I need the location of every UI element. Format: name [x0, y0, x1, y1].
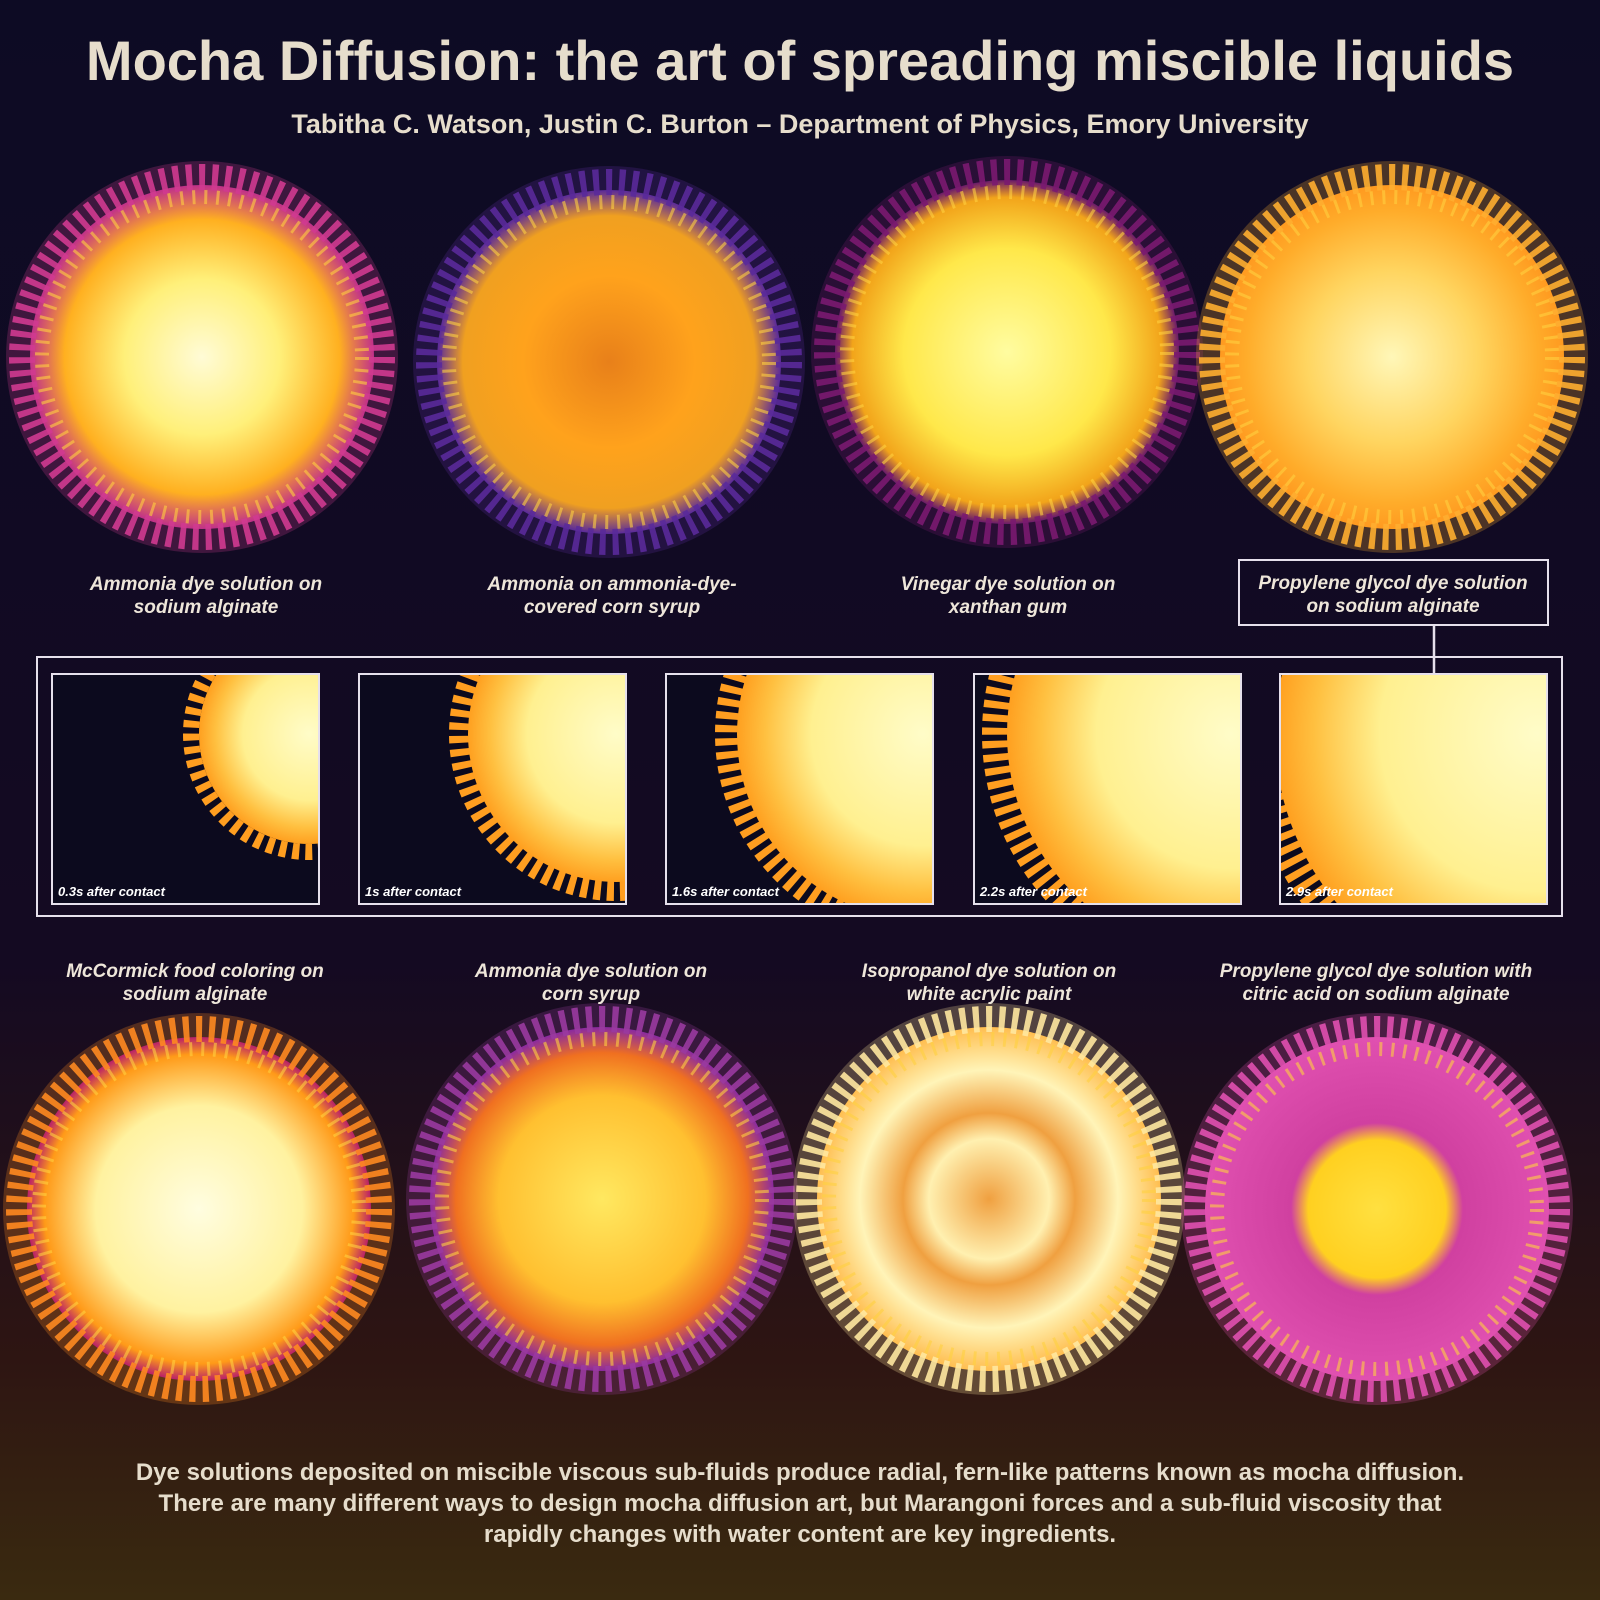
caption: on sodium alginate [1306, 596, 1480, 617]
drop-fringe [982, 674, 1100, 904]
caption: Propylene glycol dye solution [1258, 573, 1527, 594]
artwork [3, 156, 1588, 1405]
caption: corn syrup [542, 984, 640, 1005]
frame-label: 1.6s after contact [672, 884, 780, 899]
frame-label: 2.2s after contact [979, 884, 1088, 899]
dye-fringe [435, 1032, 769, 1366]
caption: white acrylic paint [907, 984, 1072, 1005]
drop-fringe [183, 674, 319, 860]
dye-disc [1220, 185, 1564, 529]
frame-border [1279, 673, 1548, 905]
frame [1280, 674, 1547, 904]
dye-fringe [814, 159, 1200, 545]
authors: Tabitha C. Watson, Justin C. Burton – De… [291, 109, 1308, 139]
dye-disc [430, 1027, 774, 1371]
callout-box [1238, 559, 1549, 626]
caption: Ammonia dye solution on [89, 574, 322, 595]
frame-border [973, 673, 1242, 905]
frame [974, 674, 1241, 904]
dye-disc [1205, 1037, 1549, 1381]
drop [737, 674, 933, 904]
caption: Propylene glycol dye solution with [1220, 961, 1533, 982]
footer-text: rapidly changes with water content are k… [484, 1521, 1116, 1548]
dye-disc [835, 180, 1179, 524]
caption: Ammonia dye solution on [474, 961, 707, 982]
caption: sodium alginate [123, 984, 268, 1005]
frame-border [51, 673, 320, 905]
footer-text: Dye solutions deposited on miscible visc… [136, 1459, 1464, 1486]
dye-fringe [822, 1032, 1156, 1366]
drop [468, 674, 626, 882]
frame [359, 674, 626, 904]
caption: Isopropanol dye solution on [862, 961, 1116, 982]
frame [52, 674, 319, 904]
dye-fringe [1184, 1016, 1570, 1402]
dye-fringe [9, 164, 395, 550]
dye-fringe [409, 1006, 795, 1392]
frame-label: 2.9s after contact [1285, 884, 1394, 899]
dye-fringe [1210, 1042, 1544, 1376]
drop [1280, 674, 1547, 904]
dye-disc [27, 1037, 371, 1381]
frame-border [665, 673, 934, 905]
drop [1007, 674, 1241, 904]
dye-fringe [442, 195, 776, 529]
dye-fringe [416, 169, 802, 555]
frame-label: 1s after contact [365, 884, 462, 899]
caption: sodium alginate [134, 597, 279, 618]
dye-fringe [1199, 164, 1585, 550]
dye-fringe [840, 185, 1174, 519]
dye-fringe [35, 190, 369, 524]
dye-fringe [1225, 190, 1559, 524]
caption: McCormick food coloring on [66, 961, 324, 982]
caption: Ammonia on ammonia-dye- [486, 574, 736, 595]
dye-fringe [796, 1006, 1182, 1392]
dye-disc [437, 190, 781, 534]
title: Mocha Diffusion: the art of spreading mi… [86, 29, 1514, 92]
dye-fringe [32, 1042, 366, 1376]
timeline-box [36, 656, 1563, 917]
footer-text: There are many different ways to design … [159, 1490, 1442, 1517]
caption: xanthan gum [948, 597, 1067, 618]
caption: Vinegar dye solution on [901, 574, 1116, 595]
timeline: 0.3s after contact 1s after contact 1.6s a… [51, 673, 1548, 905]
dye-fringe [6, 1016, 392, 1402]
caption: covered corn syrup [524, 597, 700, 618]
dye-disc [817, 1027, 1161, 1371]
frame-label: 0.3s after contact [58, 884, 166, 899]
dye-disc [30, 185, 374, 529]
frame [666, 674, 933, 904]
drop [199, 674, 319, 844]
caption: citric acid on sodium alginate [1242, 984, 1510, 1005]
frame-border [358, 673, 627, 905]
